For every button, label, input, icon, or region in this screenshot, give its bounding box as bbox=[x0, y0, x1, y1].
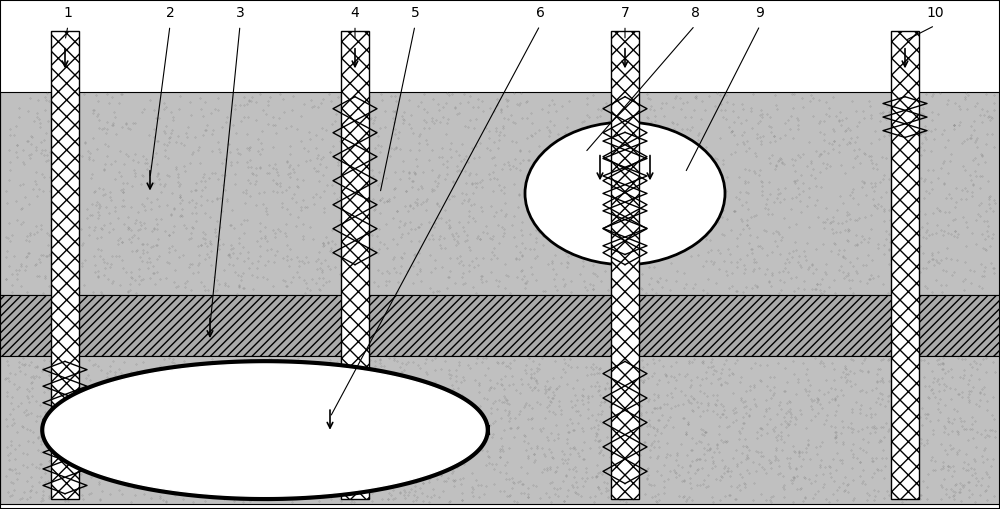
Text: 4: 4 bbox=[351, 6, 359, 20]
Bar bbox=[51, 31, 79, 499]
Text: 10: 10 bbox=[926, 6, 944, 20]
Bar bbox=[891, 31, 919, 499]
Text: 3: 3 bbox=[236, 6, 244, 20]
Text: 1: 1 bbox=[64, 6, 72, 20]
Ellipse shape bbox=[525, 122, 725, 265]
Text: 6: 6 bbox=[536, 6, 544, 20]
Polygon shape bbox=[45, 364, 485, 496]
Polygon shape bbox=[45, 364, 485, 496]
Bar bbox=[0, 92, 1000, 295]
Text: 9: 9 bbox=[756, 6, 764, 20]
Text: 5: 5 bbox=[411, 6, 419, 20]
Text: 7: 7 bbox=[621, 6, 629, 20]
Bar bbox=[0, 356, 1000, 504]
Bar bbox=[341, 31, 369, 499]
Bar bbox=[611, 31, 639, 499]
Text: 2: 2 bbox=[166, 6, 174, 20]
Text: 8: 8 bbox=[691, 6, 699, 20]
Bar bbox=[0, 295, 1000, 356]
